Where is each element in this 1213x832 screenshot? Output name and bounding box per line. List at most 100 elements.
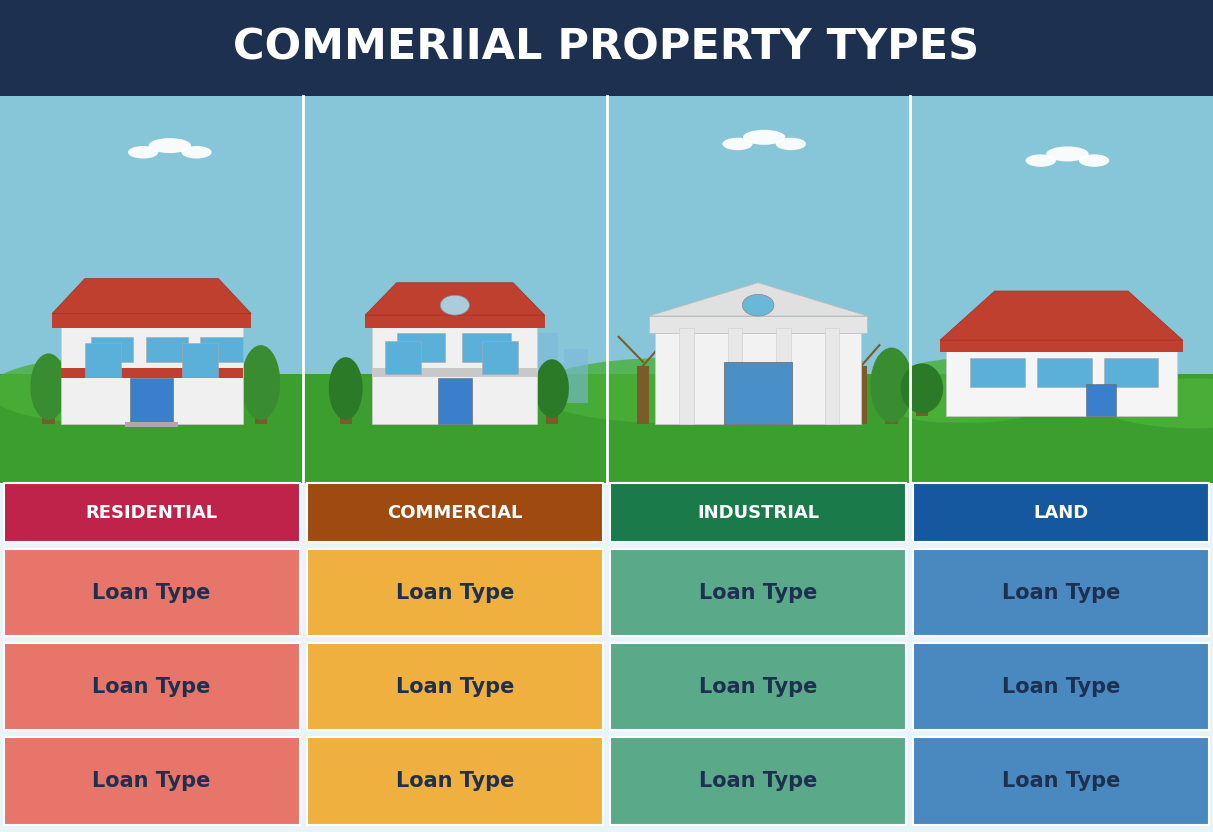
Bar	[913, 483, 1209, 542]
Bar	[564, 349, 588, 404]
Bar	[462, 333, 511, 362]
Ellipse shape	[1080, 155, 1109, 166]
Text: Loan Type: Loan Type	[699, 770, 818, 791]
Ellipse shape	[30, 354, 67, 420]
Bar	[0, 96, 1213, 483]
Ellipse shape	[535, 359, 569, 418]
Polygon shape	[52, 279, 251, 314]
Bar	[637, 366, 649, 424]
Bar	[913, 549, 1209, 636]
Bar	[0, 0, 1213, 96]
Bar	[255, 391, 267, 424]
Ellipse shape	[0, 358, 206, 423]
Bar	[724, 362, 792, 424]
Bar	[182, 344, 218, 377]
Bar	[546, 391, 558, 424]
Bar	[610, 737, 906, 825]
Bar	[610, 483, 906, 542]
Bar	[85, 344, 121, 377]
Text: Loan Type: Loan Type	[699, 676, 818, 697]
Bar	[372, 324, 537, 424]
Text: COMMERCIAL: COMMERCIAL	[387, 503, 523, 522]
Bar	[528, 333, 558, 404]
Polygon shape	[940, 291, 1183, 340]
Bar	[940, 340, 1183, 352]
Bar	[307, 549, 603, 636]
Bar	[91, 337, 133, 362]
Bar	[130, 379, 173, 424]
Ellipse shape	[723, 137, 752, 150]
Bar	[365, 315, 545, 329]
Text: COMMERIIAL PROPERTY TYPES: COMMERIIAL PROPERTY TYPES	[233, 27, 980, 69]
Ellipse shape	[871, 348, 912, 423]
Bar	[125, 422, 178, 427]
Ellipse shape	[776, 137, 805, 150]
Text: Loan Type: Loan Type	[92, 676, 211, 697]
Text: INDUSTRIAL: INDUSTRIAL	[697, 503, 819, 522]
Circle shape	[440, 295, 469, 315]
Ellipse shape	[129, 146, 158, 159]
Text: Loan Type: Loan Type	[92, 770, 211, 791]
Ellipse shape	[182, 146, 211, 159]
Ellipse shape	[742, 130, 786, 145]
Bar	[970, 358, 1025, 387]
Ellipse shape	[534, 358, 801, 423]
Ellipse shape	[388, 358, 534, 423]
Bar	[913, 737, 1209, 825]
Ellipse shape	[241, 345, 280, 420]
Bar	[4, 643, 300, 730]
Bar	[679, 329, 694, 424]
Text: LAND: LAND	[1033, 503, 1089, 522]
Ellipse shape	[329, 357, 363, 419]
Text: Loan Type: Loan Type	[395, 770, 514, 791]
Bar	[825, 329, 839, 424]
Bar	[61, 324, 243, 424]
Text: Loan Type: Loan Type	[1002, 676, 1121, 697]
Text: Loan Type: Loan Type	[395, 676, 514, 697]
Ellipse shape	[1046, 146, 1089, 161]
Bar	[146, 337, 188, 362]
Bar	[4, 549, 300, 636]
Bar	[307, 737, 603, 825]
Bar	[885, 391, 898, 424]
Bar	[482, 341, 518, 374]
Ellipse shape	[63, 359, 95, 414]
Ellipse shape	[1098, 379, 1213, 428]
Text: Loan Type: Loan Type	[1002, 582, 1121, 603]
Bar	[728, 329, 742, 424]
Bar	[916, 389, 928, 416]
Bar	[340, 391, 352, 424]
Ellipse shape	[900, 364, 944, 414]
Text: Loan Type: Loan Type	[395, 582, 514, 603]
Polygon shape	[365, 283, 545, 315]
Bar	[649, 316, 867, 333]
Bar	[307, 643, 603, 730]
Bar	[4, 483, 300, 542]
Bar	[200, 337, 243, 362]
Text: RESIDENTIAL: RESIDENTIAL	[86, 503, 217, 522]
Bar	[1086, 384, 1116, 416]
Bar	[42, 391, 55, 424]
Bar	[385, 341, 421, 374]
Text: Loan Type: Loan Type	[699, 582, 818, 603]
Bar	[1104, 358, 1158, 387]
Bar	[610, 643, 906, 730]
Bar	[397, 333, 445, 362]
Bar	[4, 737, 300, 825]
Text: Loan Type: Loan Type	[1002, 770, 1121, 791]
Bar	[776, 329, 791, 424]
Ellipse shape	[1026, 155, 1055, 166]
Bar	[61, 369, 243, 379]
Text: Loan Type: Loan Type	[92, 582, 211, 603]
Bar	[0, 374, 1213, 483]
Bar	[307, 483, 603, 542]
Polygon shape	[649, 283, 867, 316]
Bar	[946, 349, 1177, 416]
Bar	[372, 369, 537, 377]
Bar	[73, 391, 85, 424]
Bar	[913, 643, 1209, 730]
Bar	[655, 329, 861, 424]
Bar	[438, 379, 472, 424]
Bar	[855, 366, 867, 424]
Ellipse shape	[885, 381, 1007, 423]
